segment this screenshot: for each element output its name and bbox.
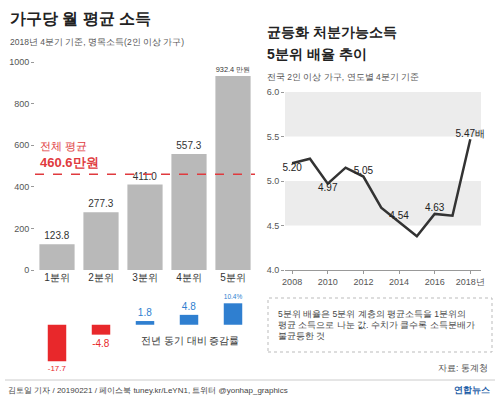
svg-text:5.5: 5.5 <box>267 132 280 142</box>
svg-text:460.6만원: 460.6만원 <box>40 155 99 170</box>
svg-text:600: 600 <box>14 140 29 150</box>
svg-text:4분위: 4분위 <box>176 272 202 283</box>
svg-text:2분위: 2분위 <box>88 272 114 283</box>
svg-text:6.0: 6.0 <box>267 87 280 97</box>
svg-text:4.8: 4.8 <box>182 301 196 312</box>
svg-text:557.3: 557.3 <box>176 140 201 151</box>
svg-text:5분위 배율은 5분위 계층의 평균소득을 1분위의평균 소: 5분위 배율은 5분위 계층의 평균소득을 1분위의평균 소득으로 나눈 값. … <box>278 309 475 341</box>
svg-text:2016: 2016 <box>425 277 445 287</box>
svg-text:3분위: 3분위 <box>132 272 158 283</box>
svg-text:1000: 1000 <box>9 57 29 67</box>
svg-text:5분위 배율 추이: 5분위 배율 추이 <box>267 46 367 62</box>
svg-text:가구당 월 평균 소득: 가구당 월 평균 소득 <box>10 10 151 27</box>
svg-text:2012: 2012 <box>353 277 373 287</box>
svg-text:2018년 4분기 기준, 명목소득(2인 이상 가구): 2018년 4분기 기준, 명목소득(2인 이상 가구) <box>10 37 184 47</box>
svg-text:10.4%: 10.4% <box>224 293 243 300</box>
svg-text:2014: 2014 <box>389 277 409 287</box>
svg-text:전국 2인 이상 가구, 연도별 4분기 기준: 전국 2인 이상 가구, 연도별 4분기 기준 <box>267 72 419 82</box>
svg-text:1.8: 1.8 <box>138 307 152 318</box>
svg-text:2010: 2010 <box>318 277 338 287</box>
svg-text:김토일 기자 / 20190221 / 페이스북 tuney: 김토일 기자 / 20190221 / 페이스북 tuney.kr/LeYN1,… <box>8 386 288 395</box>
svg-text:5분위: 5분위 <box>220 272 246 283</box>
svg-text:932.4 만원: 932.4 만원 <box>216 65 250 74</box>
svg-text:4.54: 4.54 <box>389 210 409 221</box>
svg-text:2018년: 2018년 <box>456 277 485 287</box>
svg-text:5.05: 5.05 <box>354 165 374 176</box>
svg-text:200: 200 <box>14 224 29 234</box>
svg-text:전년 동기 대비 증감률: 전년 동기 대비 증감률 <box>141 335 239 346</box>
svg-text:5.47배: 5.47배 <box>456 128 485 139</box>
svg-text:5.20: 5.20 <box>282 162 302 173</box>
svg-text:800: 800 <box>14 99 29 109</box>
svg-text:자료: 통계청: 자료: 통계청 <box>438 363 488 373</box>
svg-text:0: 0 <box>24 265 29 275</box>
svg-text:연합뉴스: 연합뉴스 <box>454 385 490 395</box>
svg-text:411.0: 411.0 <box>133 171 158 182</box>
svg-text:균등화 처분가능소득: 균등화 처분가능소득 <box>267 24 397 40</box>
svg-text:5.0: 5.0 <box>267 176 280 186</box>
svg-text:2008: 2008 <box>282 277 302 287</box>
svg-text:-4.8: -4.8 <box>92 338 110 349</box>
svg-text:4.0: 4.0 <box>267 265 280 275</box>
svg-text:4.63: 4.63 <box>425 202 445 213</box>
svg-text:4.5: 4.5 <box>267 221 280 231</box>
svg-text:400: 400 <box>14 182 29 192</box>
svg-text:-17.7: -17.7 <box>48 364 67 373</box>
svg-text:4.97: 4.97 <box>318 182 338 193</box>
svg-text:1분위: 1분위 <box>44 272 70 283</box>
svg-text:277.3: 277.3 <box>88 198 113 209</box>
svg-text:123.8: 123.8 <box>44 230 69 241</box>
svg-text:전체 평균: 전체 평균 <box>40 140 87 152</box>
